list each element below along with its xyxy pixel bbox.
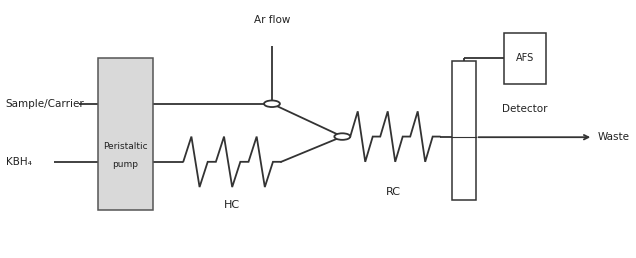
Text: Ar flow: Ar flow [254,15,290,26]
Text: Peristaltic: Peristaltic [103,142,148,151]
Text: pump: pump [112,160,138,169]
Circle shape [335,133,350,140]
Bar [97,58,153,210]
Bar [504,33,546,84]
Text: AFS: AFS [516,53,534,63]
Circle shape [264,100,280,107]
Text: Waste: Waste [598,132,630,142]
Text: Sample/Carrier: Sample/Carrier [6,99,85,109]
Bar [452,61,476,200]
Text: Detector: Detector [502,104,548,114]
Text: RC: RC [385,187,401,197]
Text: KBH₄: KBH₄ [6,157,32,167]
Text: HC: HC [224,200,240,210]
